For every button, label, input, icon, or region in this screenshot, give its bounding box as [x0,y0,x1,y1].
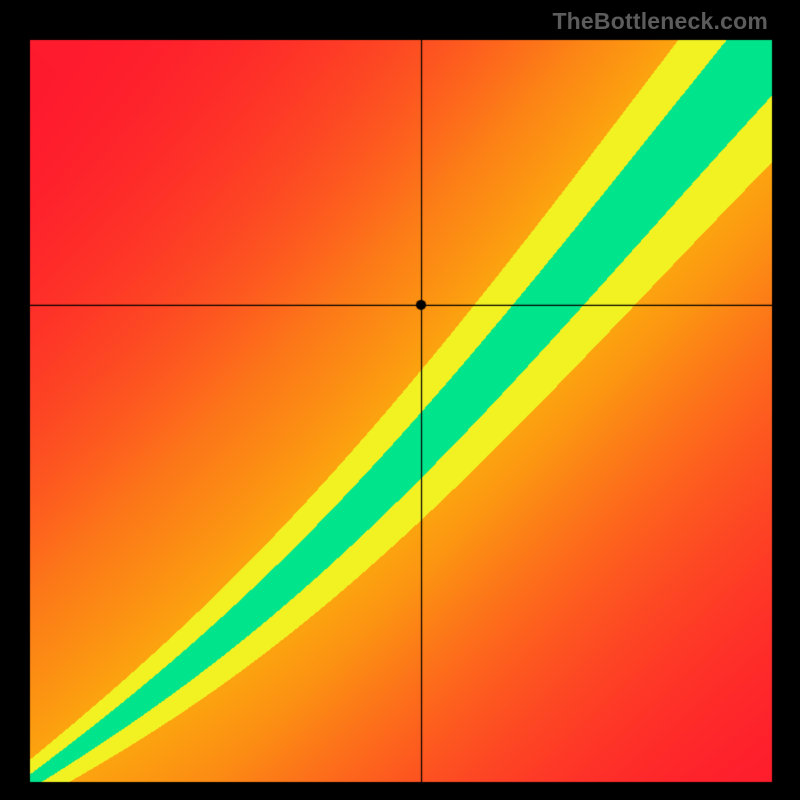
heatmap-container: TheBottleneck.com [0,0,800,800]
watermark-text: TheBottleneck.com [552,8,768,35]
bottleneck-heatmap [0,0,800,800]
